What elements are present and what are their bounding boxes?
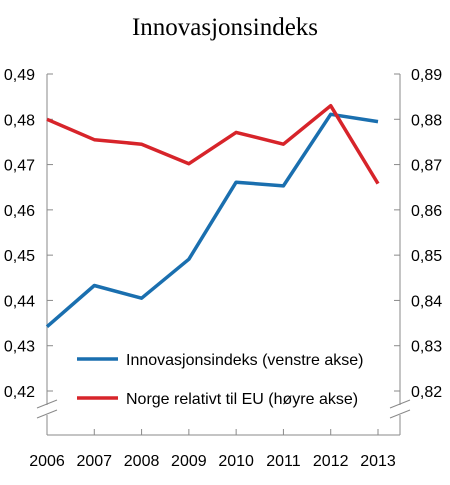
legend: Innovasjonsindeks (venstre akse) Norge r… [77, 352, 363, 408]
x-tick-label: 2008 [124, 453, 160, 470]
series-line-1 [46, 103, 380, 185]
right-tick-label: 0,89 [411, 67, 442, 84]
right-tick-label: 0,88 [411, 112, 442, 129]
x-tick-label: 2009 [171, 453, 207, 470]
left-tick-label: 0,49 [4, 67, 35, 84]
series-lines [45, 103, 380, 329]
left-axis-break-mark [36, 399, 58, 409]
x-tick-label: 2010 [218, 453, 254, 470]
right-axis-break-mark [389, 399, 411, 409]
left-tick-label: 0,45 [4, 248, 35, 265]
x-tick-label: 2012 [313, 453, 349, 470]
legend-label-innovasjonsindeks: Innovasjonsindeks (venstre akse) [126, 352, 363, 369]
x-tick-label: 2007 [76, 453, 112, 470]
series-line-0 [45, 112, 379, 329]
chart-title: Innovasjonsindeks [132, 14, 318, 41]
right-tick-label: 0,87 [411, 158, 442, 175]
left-axis-ticks: 0,42 0,43 0,44 0,45 0,46 0,47 0,48 0,49 [4, 67, 53, 401]
right-tick-label: 0,86 [411, 203, 442, 220]
x-tick-label: 2006 [29, 453, 65, 470]
axes [36, 74, 411, 436]
right-tick-label: 0,85 [411, 248, 442, 265]
right-tick-label: 0,82 [411, 384, 442, 401]
left-tick-label: 0,42 [4, 384, 35, 401]
x-tick-label: 2013 [360, 453, 396, 470]
x-axis-ticks: 2006 2007 2008 2009 2010 2011 2012 2013 [29, 429, 396, 470]
legend-label-norge-relativt-til-eu: Norge relativt til EU (høyre akse) [126, 391, 358, 408]
right-tick-label: 0,83 [411, 339, 442, 356]
left-axis-break-mark [36, 409, 58, 419]
left-tick-label: 0,48 [4, 112, 35, 129]
left-tick-label: 0,46 [4, 203, 35, 220]
x-tick-label: 2011 [266, 453, 301, 470]
right-tick-label: 0,84 [411, 293, 442, 310]
left-tick-label: 0,43 [4, 339, 35, 356]
left-tick-label: 0,47 [4, 158, 35, 175]
right-axis-ticks: 0,82 0,83 0,84 0,85 0,86 0,87 0,88 0,89 [394, 67, 442, 401]
left-tick-label: 0,44 [4, 293, 35, 310]
right-axis-break-mark [389, 409, 411, 419]
